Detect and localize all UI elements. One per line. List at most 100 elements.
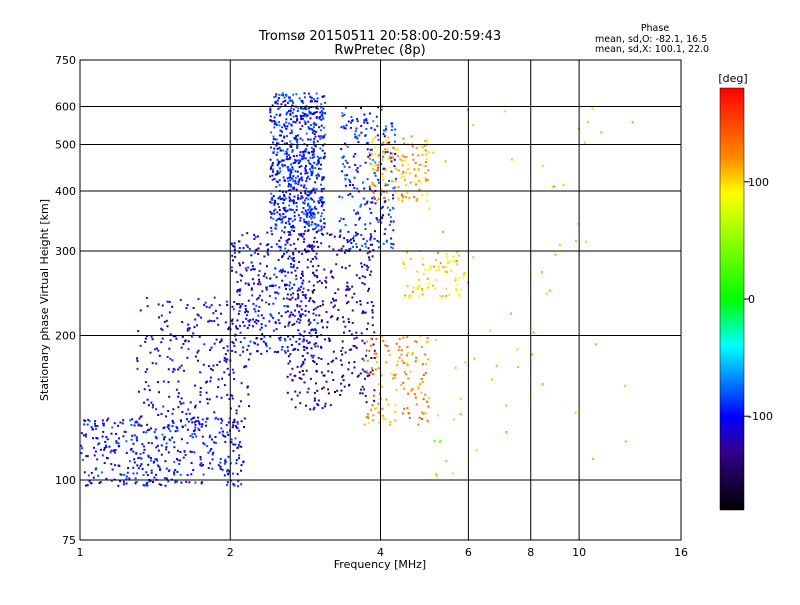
- data-point: [134, 477, 137, 480]
- data-point: [274, 173, 277, 176]
- data-point: [270, 166, 272, 169]
- data-point: [177, 368, 180, 371]
- data-point: [320, 320, 323, 323]
- data-point: [223, 359, 226, 362]
- data-point: [285, 251, 288, 254]
- data-point: [265, 301, 268, 304]
- data-point: [432, 284, 435, 287]
- data-point: [296, 119, 298, 122]
- data-point: [207, 467, 210, 469]
- data-point: [270, 315, 273, 318]
- data-point: [301, 291, 304, 294]
- data-point: [117, 484, 120, 487]
- data-point: [312, 187, 315, 190]
- data-point: [367, 289, 370, 292]
- data-point: [307, 193, 310, 196]
- data-point: [313, 245, 316, 248]
- data-point: [362, 197, 365, 200]
- data-point: [330, 360, 333, 363]
- data-point: [386, 141, 389, 144]
- data-point: [343, 251, 346, 254]
- data-point: [238, 290, 241, 293]
- data-point: [322, 107, 325, 110]
- data-point: [136, 472, 139, 475]
- data-point: [378, 383, 380, 386]
- data-point: [307, 310, 310, 313]
- data-point: [286, 375, 289, 378]
- data-point: [363, 388, 366, 391]
- data-point: [242, 346, 245, 349]
- data-point: [209, 349, 212, 351]
- data-point: [306, 352, 309, 355]
- data-point: [312, 148, 315, 151]
- data-point: [85, 455, 88, 458]
- data-point: [364, 161, 367, 164]
- data-point: [255, 249, 258, 252]
- data-point: [424, 393, 427, 396]
- data-point: [211, 453, 214, 456]
- data-point: [250, 268, 253, 271]
- data-point: [313, 144, 316, 147]
- data-point: [400, 353, 403, 356]
- data-point: [414, 360, 417, 363]
- data-point: [366, 202, 368, 205]
- data-point: [234, 255, 237, 258]
- data-point: [316, 162, 319, 165]
- data-point: [285, 113, 288, 116]
- data-point: [397, 149, 400, 152]
- data-point: [148, 480, 151, 483]
- data-point: [316, 281, 319, 284]
- data-point: [303, 339, 305, 342]
- data-point: [407, 351, 409, 354]
- data-point: [269, 115, 272, 118]
- data-point: [141, 468, 144, 470]
- data-point: [201, 481, 203, 484]
- data-point: [273, 147, 276, 150]
- data-point: [231, 269, 233, 272]
- data-point: [238, 293, 241, 296]
- data-point: [285, 127, 288, 130]
- data-point: [330, 316, 332, 319]
- data-point: [289, 109, 292, 112]
- data-point: [344, 267, 347, 270]
- data-point: [289, 156, 292, 159]
- data-point: [175, 458, 178, 460]
- data-point: [332, 350, 335, 353]
- data-point: [137, 457, 140, 460]
- data-point: [321, 300, 324, 303]
- data-point: [330, 270, 333, 273]
- data-point: [340, 247, 343, 250]
- data-point: [278, 239, 281, 242]
- data-point: [188, 327, 191, 330]
- data-point: [292, 168, 294, 171]
- data-point: [292, 266, 295, 269]
- data-point: [175, 388, 178, 391]
- data-point: [242, 350, 245, 353]
- data-point: [495, 364, 498, 367]
- data-point: [129, 419, 132, 422]
- data-point: [275, 138, 278, 141]
- data-point: [310, 172, 313, 175]
- data-point: [281, 92, 284, 95]
- data-point: [225, 424, 228, 426]
- data-point: [372, 120, 375, 123]
- data-point: [434, 287, 437, 290]
- data-point: [182, 343, 185, 345]
- data-point: [301, 139, 304, 142]
- data-point: [157, 381, 159, 384]
- data-point: [219, 457, 222, 460]
- data-point: [236, 280, 239, 283]
- data-point: [257, 314, 260, 317]
- data-point: [306, 213, 309, 216]
- data-point: [400, 349, 403, 352]
- data-point: [289, 172, 292, 175]
- data-point: [115, 441, 118, 444]
- data-point: [317, 201, 320, 204]
- data-point: [145, 335, 148, 338]
- data-point: [317, 399, 320, 402]
- data-point: [295, 274, 298, 277]
- data-point: [419, 335, 422, 338]
- data-point: [323, 201, 326, 204]
- data-point: [217, 418, 220, 421]
- data-point: [354, 345, 357, 348]
